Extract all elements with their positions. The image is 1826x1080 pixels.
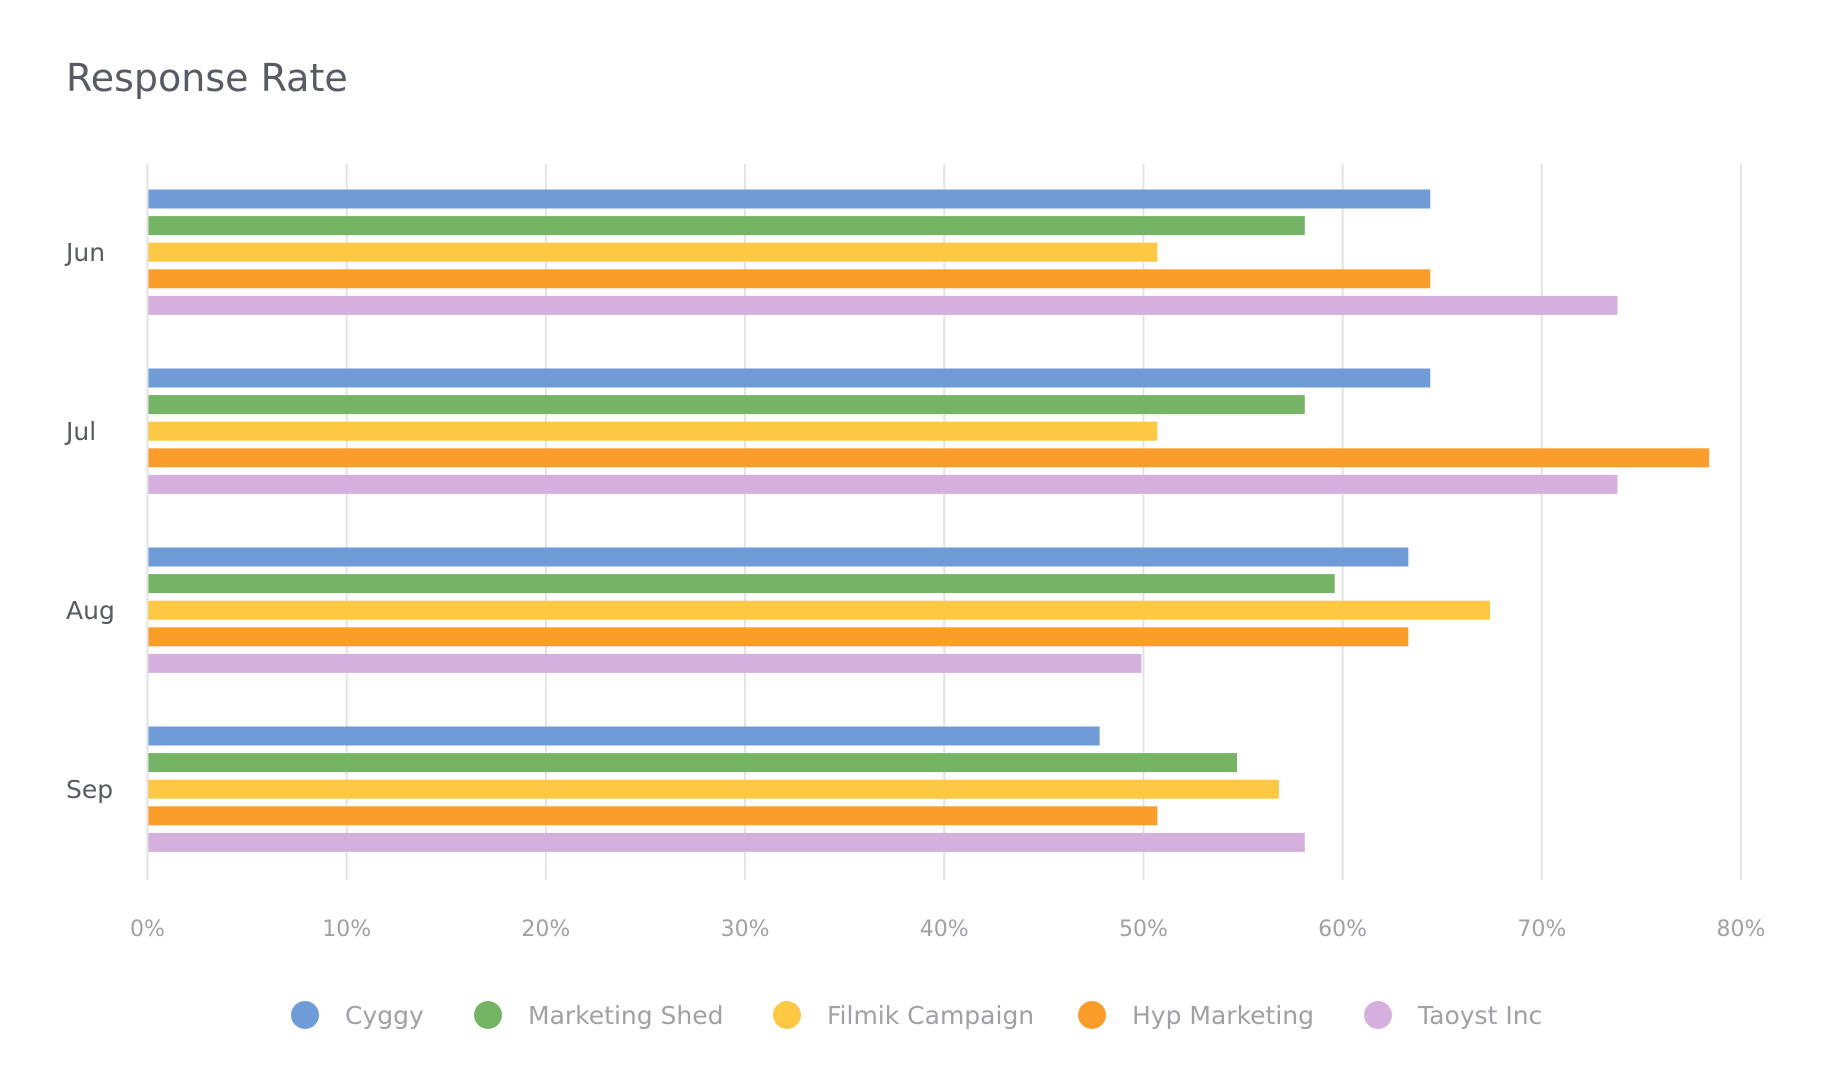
bar-filmik-campaign <box>148 600 1491 620</box>
bar-taoyst-inc <box>148 295 1618 315</box>
bar-cyggy <box>148 547 1409 567</box>
bar-filmik-campaign <box>148 421 1158 441</box>
x-tick-label: 40% <box>920 917 969 942</box>
y-category-label: Aug <box>66 596 115 625</box>
bar-hyp-marketing <box>148 627 1409 647</box>
legend-label: Taoyst Inc <box>1417 1001 1542 1030</box>
bar-taoyst-inc <box>148 474 1618 494</box>
bar-marketing-shed <box>148 216 1305 236</box>
legend-label: Marketing Shed <box>528 1001 724 1030</box>
bar-cyggy <box>148 189 1431 209</box>
bar-hyp-marketing <box>148 448 1710 468</box>
bar-hyp-marketing <box>148 269 1431 289</box>
x-tick-label: 30% <box>721 917 770 942</box>
legend-dot-icon <box>474 1001 502 1029</box>
x-tick-label: 20% <box>521 917 570 942</box>
legend-label: Hyp Marketing <box>1132 1001 1314 1030</box>
bar-cyggy <box>148 368 1431 388</box>
legend-dot-icon <box>1364 1001 1392 1029</box>
y-category-label: Jul <box>64 417 96 446</box>
legend-label: Filmik Campaign <box>827 1001 1034 1030</box>
chart-title: Response Rate <box>66 56 348 100</box>
y-category-label: Sep <box>66 775 113 804</box>
legend-label: Cyggy <box>345 1001 424 1030</box>
legend-dot-icon <box>1078 1001 1106 1029</box>
bar-taoyst-inc <box>148 653 1142 673</box>
bar-marketing-shed <box>148 395 1305 415</box>
x-tick-label: 60% <box>1318 917 1367 942</box>
legend-dot-icon <box>291 1001 319 1029</box>
y-category-label: Jun <box>64 238 105 267</box>
bar-filmik-campaign <box>148 779 1279 799</box>
bar-marketing-shed <box>148 574 1335 594</box>
x-tick-label: 50% <box>1119 917 1168 942</box>
bar-taoyst-inc <box>148 832 1305 852</box>
bar-cyggy <box>148 726 1100 746</box>
x-tick-label: 10% <box>322 917 371 942</box>
x-tick-label: 70% <box>1517 917 1566 942</box>
bar-hyp-marketing <box>148 806 1158 826</box>
legend-dot-icon <box>773 1001 801 1029</box>
bar-marketing-shed <box>148 753 1238 773</box>
x-tick-label: 80% <box>1717 917 1766 942</box>
bar-filmik-campaign <box>148 242 1158 262</box>
x-tick-label: 0% <box>130 917 165 942</box>
